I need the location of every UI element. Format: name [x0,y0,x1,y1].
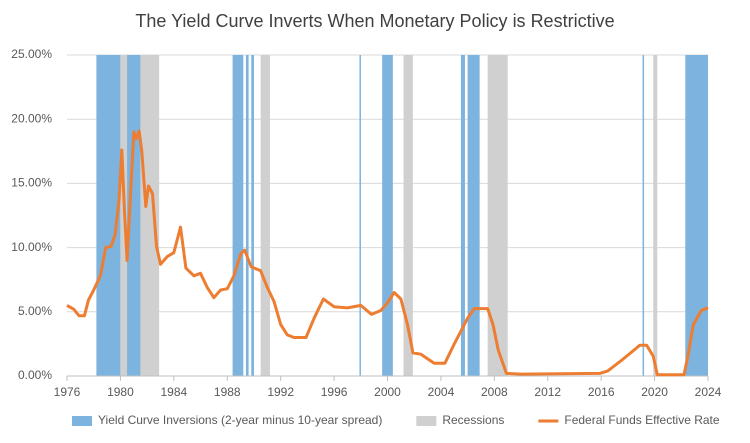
x-tick-label: 1980 [107,385,134,399]
band [487,55,508,376]
x-tick-label: 1976 [54,385,81,399]
band [653,55,658,376]
band [232,55,244,376]
x-tick-label: 2008 [481,385,508,399]
band [382,55,393,376]
band [245,55,249,376]
x-tick-label: 2000 [374,385,401,399]
x-tick-label: 1988 [214,385,241,399]
y-tick-label: 15.00% [11,176,52,190]
band [642,55,645,376]
y-tick-label: 5.00% [18,304,52,318]
legend-label: Federal Funds Effective Rate [564,413,720,427]
band [460,55,465,376]
band [359,55,361,376]
y-tick-label: 10.00% [11,240,52,254]
x-tick-label: 1992 [267,385,294,399]
legend-label: Recessions [442,413,504,427]
band [403,55,413,376]
y-tick-label: 25.00% [11,47,52,61]
x-tick-label: 2024 [695,385,722,399]
band [260,55,270,376]
x-tick-label: 2004 [428,385,455,399]
band [251,55,254,376]
band [140,55,160,376]
rate-line [66,129,709,377]
x-tick-label: 2020 [641,385,668,399]
x-tick-label: 1984 [160,385,187,399]
legend-label: Yield Curve Inversions (2-year minus 10-… [98,413,382,427]
y-tick-label: 0.00% [18,368,52,382]
band [685,55,708,376]
x-tick-label: 1996 [321,385,348,399]
band [467,55,480,376]
legend-swatch [72,416,92,426]
legend-swatch [416,416,437,426]
y-tick-label: 20.00% [11,111,52,125]
chart-title: The Yield Curve Inverts When Monetary Po… [135,11,614,31]
x-tick-label: 2012 [534,385,561,399]
x-tick-label: 2016 [588,385,615,399]
